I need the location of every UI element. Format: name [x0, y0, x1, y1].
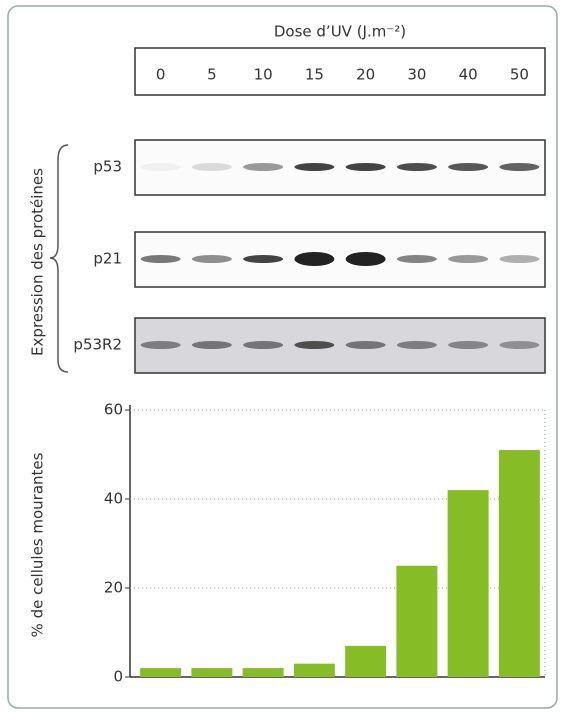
- bar: [293, 663, 335, 677]
- brace: [49, 144, 69, 373]
- blot-band: [448, 163, 489, 171]
- blot-band: [243, 341, 284, 349]
- dose-value: 15: [305, 66, 324, 84]
- blot-band: [396, 255, 437, 263]
- blot-band: [243, 163, 284, 171]
- blot-band: [345, 341, 386, 349]
- blot-band: [499, 341, 540, 349]
- bar: [498, 450, 540, 677]
- blot-band: [140, 255, 181, 263]
- dose-value: 40: [459, 66, 478, 84]
- blot-band: [396, 163, 437, 171]
- y-tick-label: 20: [104, 579, 123, 597]
- dose-value: 20: [356, 66, 375, 84]
- blot-row-label: p53: [93, 158, 122, 176]
- blot-band: [294, 252, 335, 266]
- blot-band: [499, 163, 540, 171]
- blot-band: [191, 163, 232, 171]
- y-tick-label: 60: [104, 401, 123, 419]
- blot-row-label: p53R2: [73, 336, 122, 354]
- blot-band: [191, 255, 232, 263]
- blot-band: [396, 341, 437, 349]
- blot-band: [140, 163, 181, 171]
- bar: [140, 668, 182, 677]
- blot-band: [448, 255, 489, 263]
- dose-value: 0: [156, 66, 166, 84]
- blot-band: [345, 163, 386, 171]
- y-tick-label: 40: [104, 490, 123, 508]
- blot-band: [294, 341, 335, 349]
- blot-band: [345, 252, 386, 266]
- blot-band: [191, 341, 232, 349]
- bar: [447, 490, 489, 677]
- bar: [242, 668, 284, 677]
- dose-value: 50: [510, 66, 529, 84]
- blot-label: Expression des protéines: [29, 168, 47, 356]
- dose-value: 5: [207, 66, 217, 84]
- blot-band: [140, 341, 181, 349]
- blot-band: [243, 255, 284, 263]
- bar: [345, 645, 387, 677]
- bar: [191, 668, 233, 677]
- y-tick-label: 0: [113, 668, 123, 686]
- dose-value: 10: [254, 66, 273, 84]
- blot-band: [448, 341, 489, 349]
- dose-box: [134, 47, 546, 96]
- blot-band: [499, 255, 540, 263]
- y-axis-label: % de cellules mourantes: [29, 452, 47, 637]
- blot-band: [294, 163, 335, 171]
- dose-label: Dose d’UV (J.m⁻²): [274, 23, 406, 41]
- blot-row-label: p21: [93, 250, 122, 268]
- dose-value: 30: [407, 66, 426, 84]
- bar: [396, 565, 438, 677]
